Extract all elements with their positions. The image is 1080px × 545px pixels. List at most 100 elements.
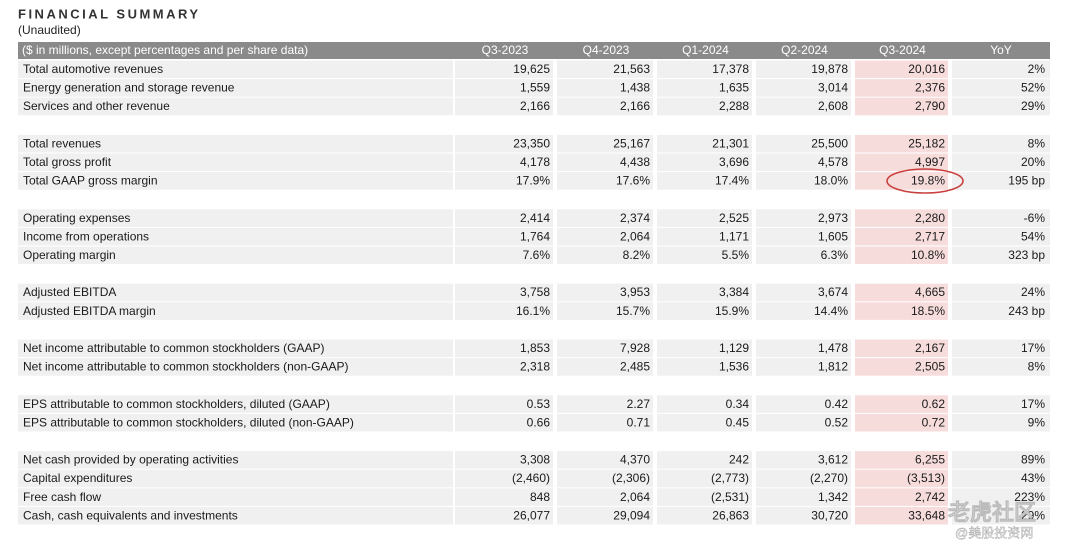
cell-bg	[18, 451, 453, 469]
cell-value: 21,301	[712, 136, 749, 150]
cell-value: 1,559	[520, 81, 550, 95]
row-label: Net income attributable to common stockh…	[23, 360, 348, 374]
row-label: Income from operations	[23, 229, 149, 243]
row-label: Operating expenses	[23, 211, 130, 225]
cell-value: 1,342	[818, 490, 848, 504]
cell-value: 3,308	[520, 453, 550, 467]
cell-bg	[455, 413, 553, 432]
cell-value: 19,625	[513, 62, 550, 76]
cell-bg	[952, 283, 1050, 302]
cell-bg	[557, 246, 653, 265]
cell-value: 0.42	[825, 397, 849, 411]
cell-value: 2%	[1028, 62, 1046, 76]
cell-value: 243 bp	[1008, 304, 1045, 318]
cell-value: 25,182	[908, 136, 945, 150]
cell-bg	[855, 60, 948, 79]
cell-value: 30,720	[811, 508, 848, 522]
cell-bg	[18, 227, 453, 246]
cell-bg	[756, 246, 851, 265]
cell-bg	[657, 172, 752, 190]
cell-value: 16.1%	[516, 304, 550, 318]
cell-value: 0.52	[825, 415, 849, 429]
cell-bg	[952, 413, 1050, 432]
header-cell: Q3-2024	[879, 43, 926, 57]
cell-value: 1,478	[818, 341, 848, 355]
cell-value: 2.27	[627, 397, 651, 411]
cell-value: 0.53	[527, 397, 551, 411]
cell-value: 14.4%	[814, 304, 848, 318]
cell-value: 3,953	[620, 285, 650, 299]
cell-bg	[952, 451, 1050, 469]
cell-bg	[756, 60, 851, 79]
row-label: Energy generation and storage revenue	[23, 81, 235, 95]
cell-bg	[455, 469, 553, 488]
row-label: Total revenues	[23, 136, 101, 150]
cell-value: 2,525	[719, 211, 749, 225]
cell-value: 20,016	[908, 62, 945, 76]
cell-value: 17.4%	[715, 174, 749, 188]
header-cell: YoY	[990, 43, 1012, 57]
cell-value: 3,758	[520, 285, 550, 299]
cell-bg	[657, 209, 752, 227]
cell-value: 1,129	[719, 341, 749, 355]
cell-bg	[18, 134, 453, 153]
cell-value: 223%	[1014, 490, 1045, 504]
cell-bg	[455, 488, 553, 506]
cell-value: 21,563	[613, 62, 650, 76]
cell-bg	[756, 451, 851, 469]
cell-value: 2,280	[915, 211, 945, 225]
cell-value: 52%	[1021, 81, 1045, 95]
cell-bg	[657, 302, 752, 320]
cell-value: 1,812	[818, 360, 848, 374]
cell-bg	[855, 153, 948, 172]
cell-value: 23,350	[513, 136, 550, 150]
cell-value: 2,376	[915, 81, 945, 95]
cell-value: 7,928	[620, 341, 650, 355]
cell-bg	[455, 358, 553, 376]
cell-bg	[855, 469, 948, 488]
cell-bg	[18, 395, 453, 413]
cell-bg	[18, 413, 453, 432]
cell-bg	[18, 97, 453, 116]
cell-value: 3,014	[818, 81, 848, 95]
cell-bg	[18, 488, 453, 506]
cell-bg	[557, 97, 653, 116]
cell-bg	[557, 172, 653, 190]
cell-value: 0.66	[527, 415, 551, 429]
cell-bg	[855, 358, 948, 376]
cell-bg	[455, 172, 553, 190]
cell-value: 33,648	[908, 508, 945, 522]
cell-bg	[952, 395, 1050, 413]
cell-bg	[455, 134, 553, 153]
cell-bg	[657, 339, 752, 358]
cell-value: 29%	[1021, 508, 1045, 522]
cell-bg	[557, 339, 653, 358]
highlight-circle	[886, 168, 964, 194]
cell-value: (2,270)	[810, 471, 848, 485]
cell-value: (2,306)	[612, 471, 650, 485]
watermark: 老虎社区	[947, 500, 1036, 525]
cell-bg	[657, 413, 752, 432]
cell-value: 4,438	[620, 155, 650, 169]
cell-bg	[455, 451, 553, 469]
cell-bg	[855, 209, 948, 227]
cell-value: 17.6%	[616, 174, 650, 188]
row-label: Total gross profit	[23, 155, 112, 169]
row-label: EPS attributable to common stockholders,…	[23, 415, 354, 429]
cell-value: 323 bp	[1008, 248, 1045, 262]
cell-value: 8%	[1028, 136, 1046, 150]
row-label: Total GAAP gross margin	[23, 174, 158, 188]
subtitle: (Unaudited)	[18, 23, 81, 37]
cell-bg	[952, 134, 1050, 153]
cell-value: 6.3%	[821, 248, 849, 262]
cell-bg	[756, 488, 851, 506]
cell-value: 19.8%	[911, 174, 945, 188]
cell-value: 10.8%	[911, 248, 945, 262]
header-cell: Q3-2023	[482, 43, 529, 57]
cell-value: 43%	[1021, 471, 1045, 485]
cell-value: 1,438	[620, 81, 650, 95]
cell-value: -6%	[1024, 211, 1046, 225]
cell-value: 1,764	[520, 229, 550, 243]
cell-bg	[657, 246, 752, 265]
header-bar	[18, 42, 1050, 59]
